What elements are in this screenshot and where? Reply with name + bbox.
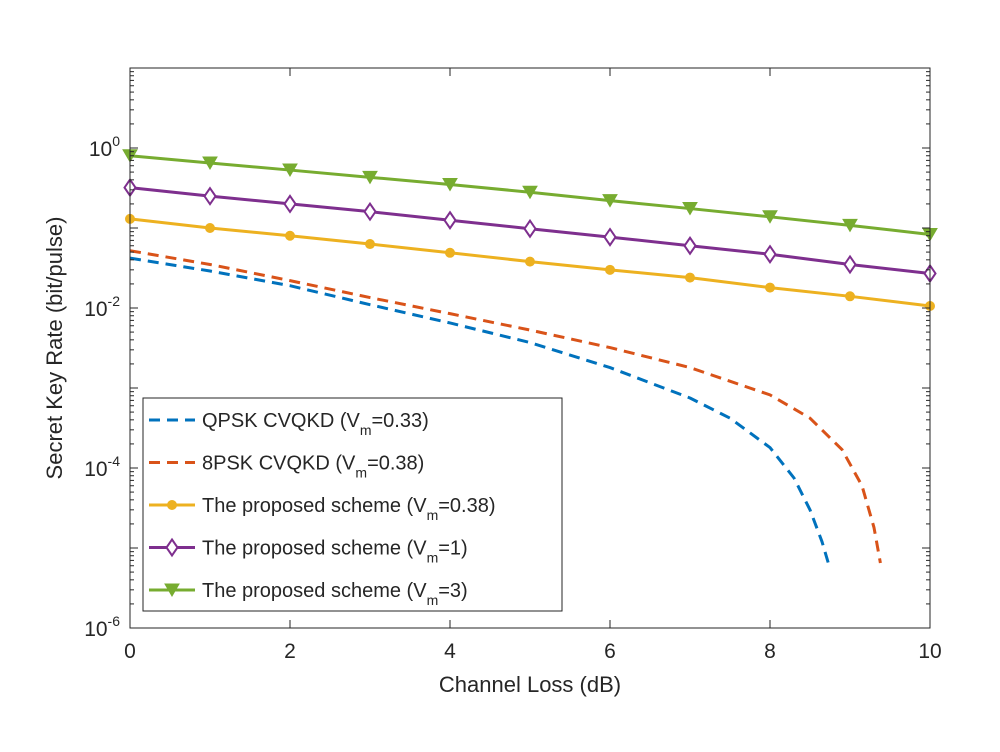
x-tick-label: 8 (764, 640, 776, 663)
data-point-diamond (763, 244, 777, 264)
series-3 (123, 177, 937, 284)
x-tick-label: 6 (604, 640, 616, 663)
series-line (129, 256, 832, 570)
legend: QPSK CVQKD (Vm=0.33) 8PSK CVQKD (Vm=0.38)… (142, 397, 563, 612)
axes-box (129, 67, 931, 629)
data-point-circle (167, 500, 177, 510)
data-point-triangle (442, 177, 458, 192)
data-point-diamond (683, 235, 697, 256)
legend-label: QPSK CVQKD (Vm=0.33) (202, 410, 429, 438)
data-point-triangle (282, 163, 298, 178)
data-point-circle (205, 223, 215, 233)
data-point-diamond (603, 227, 617, 247)
data-point-circle (765, 282, 775, 293)
x-tick-label: 10 (918, 640, 941, 663)
legend-label: 8PSK CVQKD (Vm=0.38) (202, 453, 424, 481)
x-tick-label: 4 (444, 640, 456, 663)
data-point-circle (525, 256, 535, 267)
y-axis-label: Secret Key Rate (bit/pulse) (42, 217, 67, 480)
y-tick-label: 10-4 (84, 453, 120, 481)
legend-label: The proposed scheme (Vm=1) (202, 538, 468, 566)
data-point-diamond (203, 186, 217, 206)
data-point-diamond (165, 537, 179, 558)
series-line (129, 249, 882, 564)
data-point-triangle (362, 170, 378, 185)
series-0 (129, 256, 832, 570)
data-point-circle (445, 247, 455, 258)
x-tick-label: 2 (284, 640, 296, 663)
data-point-triangle (522, 185, 538, 200)
series-4 (122, 149, 938, 242)
data-point-circle (605, 264, 615, 275)
data-point-triangle (164, 583, 180, 597)
axes-layer: 0 2 4 6 8 10 10-6 10-4 10-2 100 (84, 67, 942, 663)
legend-label: The proposed scheme (Vm=0.38) (202, 495, 496, 523)
series-1 (129, 249, 882, 564)
legend-label: The proposed scheme (Vm=3) (202, 580, 468, 608)
data-point-diamond (283, 194, 297, 214)
legend-box (142, 397, 563, 612)
data-point-circle (285, 230, 295, 241)
data-point-triangle (682, 202, 698, 216)
data-point-circle (845, 291, 855, 302)
x-tick-label: 0 (124, 640, 136, 663)
y-tick-label: 100 (89, 133, 120, 161)
data-point-diamond (443, 210, 457, 231)
data-point-triangle (202, 156, 218, 170)
data-point-diamond (843, 254, 857, 275)
data-point-circle (365, 239, 375, 250)
data-point-diamond (523, 218, 537, 239)
y-tick-label: 10-6 (84, 613, 120, 641)
x-axis-label: Channel Loss (dB) (439, 672, 621, 697)
data-point-diamond (363, 201, 377, 222)
data-point-circle (685, 272, 695, 283)
data-point-triangle (762, 210, 778, 224)
series-layer (122, 149, 938, 570)
data-point-triangle (842, 218, 858, 233)
data-point-triangle (602, 194, 618, 208)
y-tick-label: 10-2 (84, 293, 120, 321)
